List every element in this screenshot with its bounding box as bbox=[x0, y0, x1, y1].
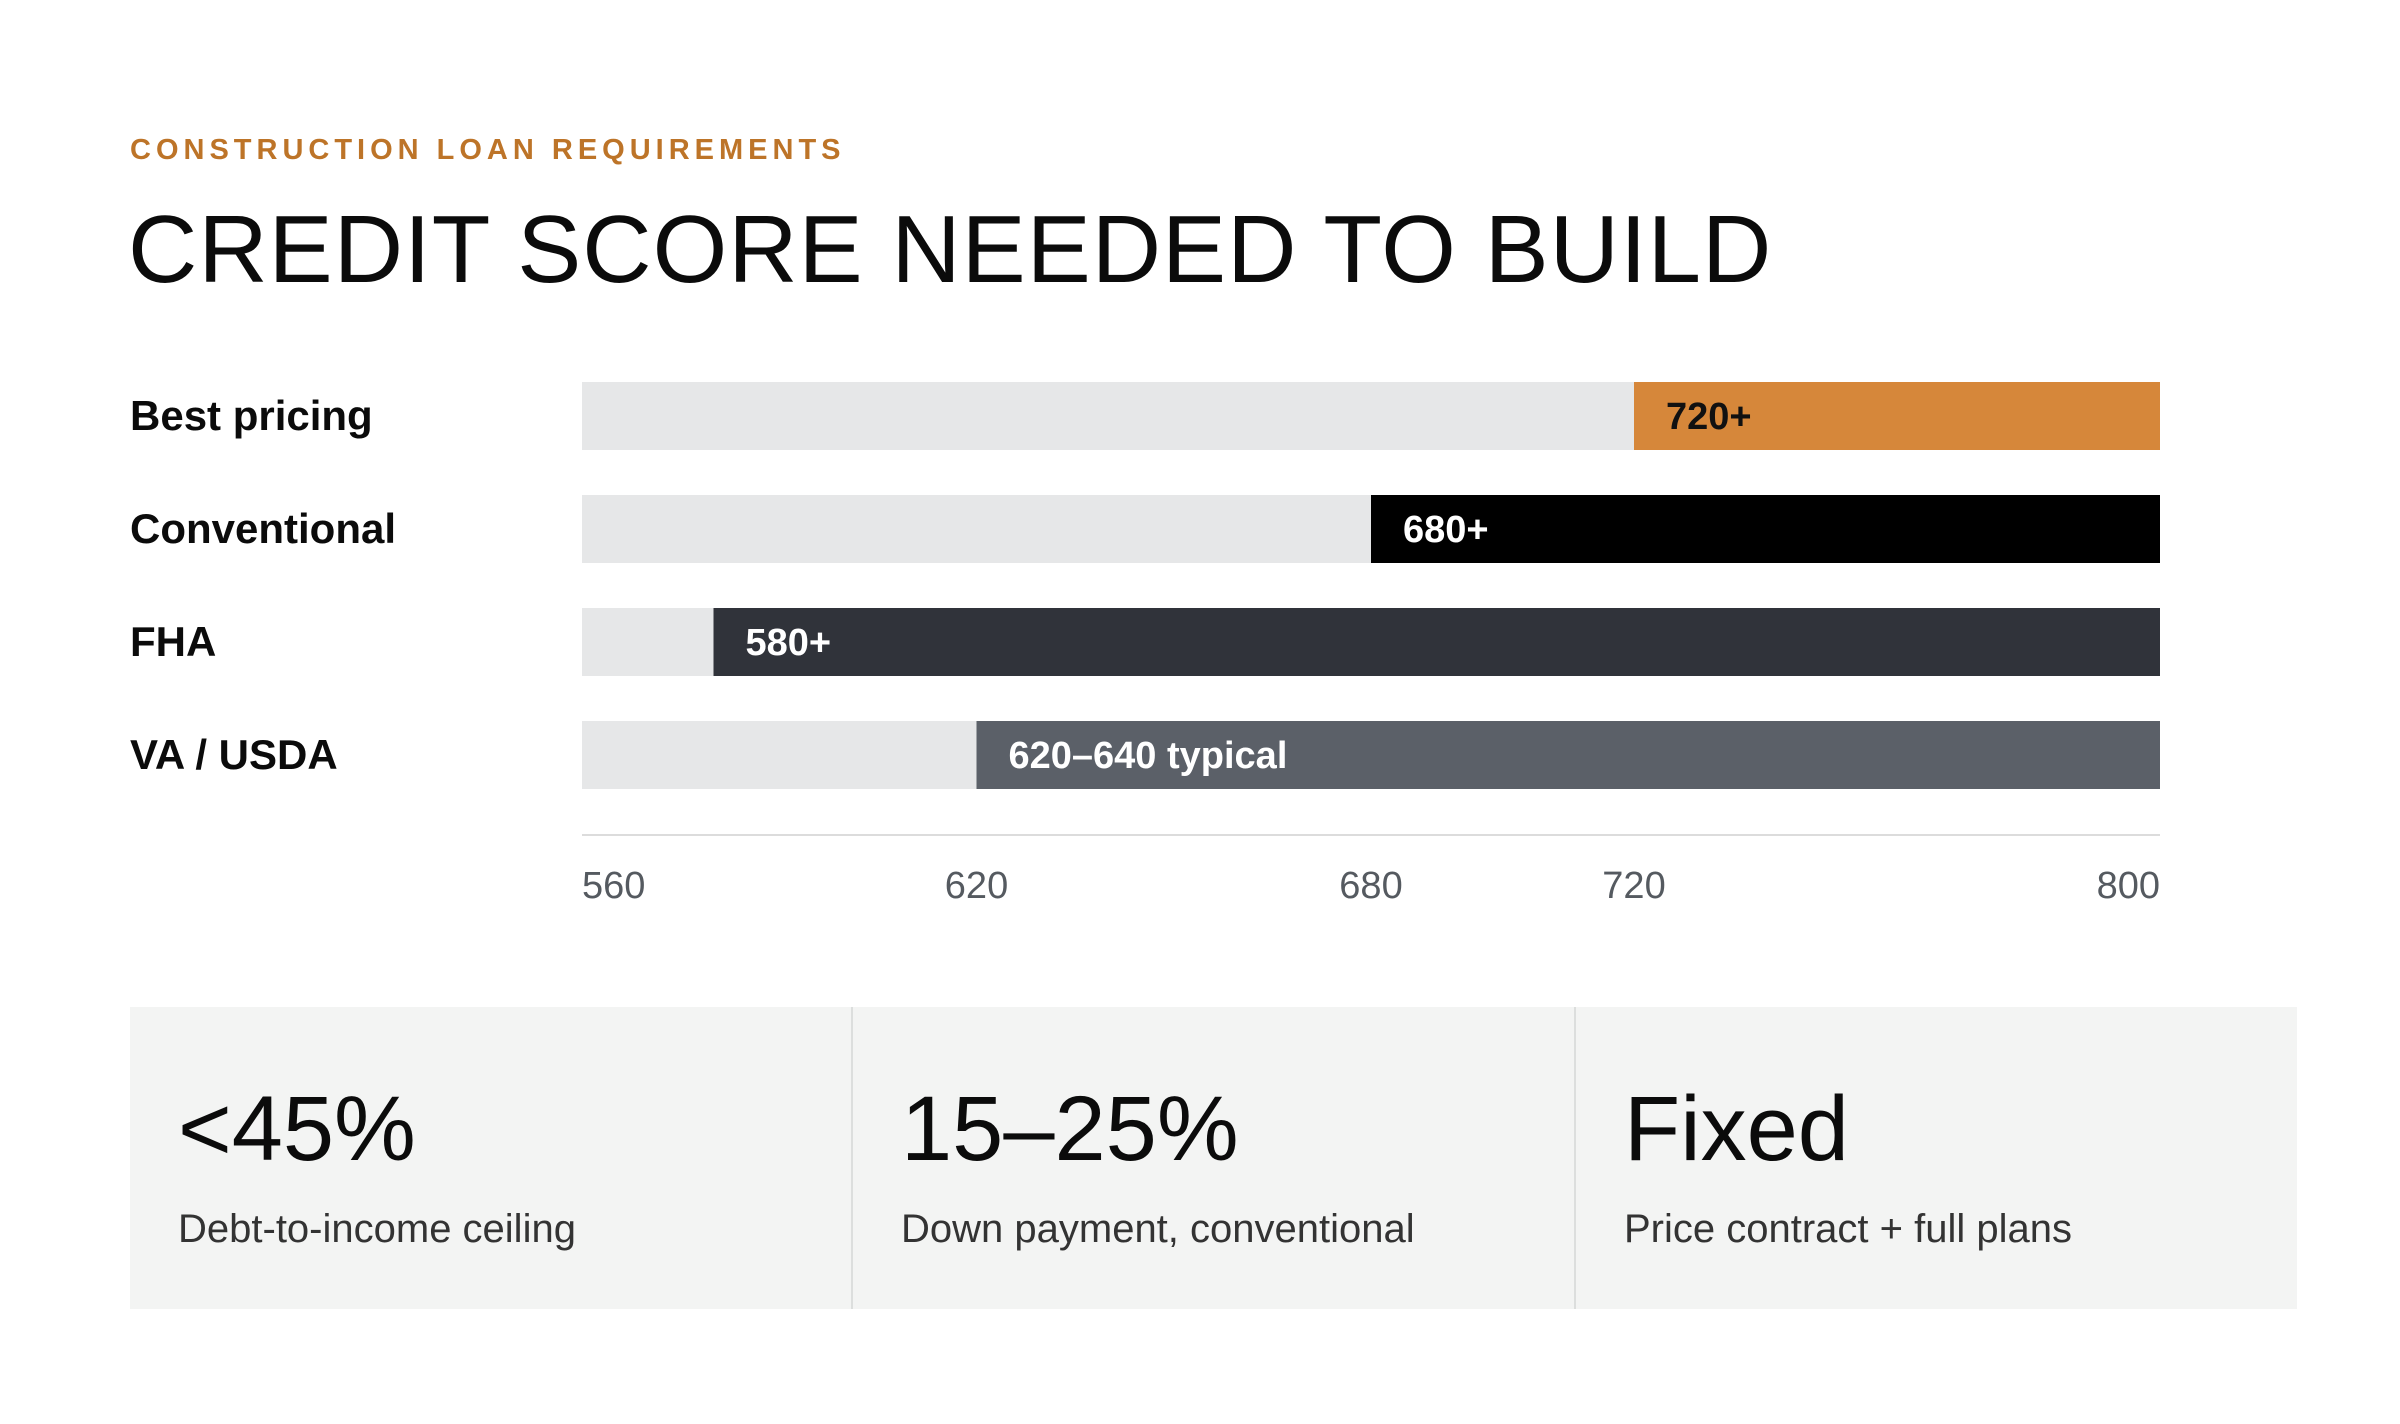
stat-card-dti: <45% Debt-to-income ceiling bbox=[130, 1007, 851, 1309]
stats-panel: <45% Debt-to-income ceiling 15–25% Down … bbox=[130, 1007, 2297, 1309]
stat-card-down-payment: 15–25% Down payment, conventional bbox=[851, 1007, 1574, 1309]
stat-label: Down payment, conventional bbox=[901, 1207, 1415, 1251]
x-tick-label: 800 bbox=[2097, 865, 2160, 907]
category-label: Best pricing bbox=[130, 392, 373, 439]
stat-label: Price contract + full plans bbox=[1624, 1207, 2072, 1251]
eyebrow-label: CONSTRUCTION LOAN REQUIREMENTS bbox=[130, 134, 846, 166]
x-tick-label: 680 bbox=[1339, 865, 1402, 907]
stat-value: Fixed bbox=[1624, 1078, 1849, 1180]
data-label: 580+ bbox=[746, 622, 832, 664]
category-label: Conventional bbox=[130, 505, 396, 552]
credit-score-chart: Best pricing 720+ Conventional 680+ FHA 580+ V… bbox=[130, 382, 2160, 907]
x-tick-label: 560 bbox=[582, 865, 645, 907]
x-tick-label: 620 bbox=[945, 865, 1008, 907]
data-label: 620–640 typical bbox=[1009, 735, 1288, 777]
bar bbox=[976, 721, 2160, 789]
category-label: FHA bbox=[130, 618, 216, 665]
data-label: 680+ bbox=[1403, 509, 1489, 551]
page-title: CREDIT SCORE NEEDED TO BUILD bbox=[128, 196, 1773, 303]
bar bbox=[713, 608, 2160, 676]
bar bbox=[1634, 382, 2160, 450]
stat-card-contract: Fixed Price contract + full plans bbox=[1574, 1007, 2297, 1309]
stat-value: 15–25% bbox=[901, 1078, 1239, 1180]
stat-value: <45% bbox=[178, 1078, 416, 1180]
stat-label: Debt-to-income ceiling bbox=[178, 1207, 576, 1251]
x-tick-label: 720 bbox=[1602, 865, 1665, 907]
bar bbox=[1371, 495, 2160, 563]
data-label: 720+ bbox=[1666, 396, 1752, 438]
category-label: VA / USDA bbox=[130, 731, 338, 778]
